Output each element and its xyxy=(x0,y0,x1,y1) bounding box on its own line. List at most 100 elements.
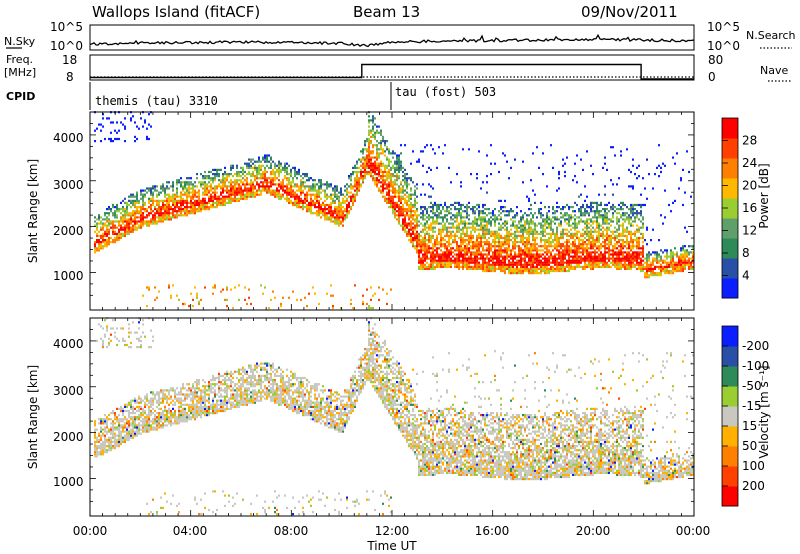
echo-cell xyxy=(346,203,348,207)
echo-cell xyxy=(256,168,258,171)
echo-cell xyxy=(252,185,254,188)
echo-cell xyxy=(122,222,124,225)
echo-cell xyxy=(530,272,532,275)
echo-cell xyxy=(192,191,194,194)
echo-cell xyxy=(636,247,638,250)
echo-cell xyxy=(294,203,296,207)
echo-cell xyxy=(198,206,200,209)
echo-cell xyxy=(486,220,488,223)
echo-cell xyxy=(528,208,530,211)
echo-cell xyxy=(362,152,364,155)
echo-cell xyxy=(298,173,300,176)
echo-cell xyxy=(612,206,614,209)
echo-cell xyxy=(408,228,410,231)
echo-cell xyxy=(452,218,454,221)
echo-cell xyxy=(618,226,620,229)
echo-cell xyxy=(532,263,534,266)
echo-cell xyxy=(514,261,516,264)
echo-cell xyxy=(628,253,630,256)
echo-cell xyxy=(110,208,112,211)
echo-cell xyxy=(442,218,444,221)
echo-cell xyxy=(622,214,624,217)
echo-cell xyxy=(566,245,568,248)
echo-cell xyxy=(230,183,232,186)
echo-cell xyxy=(204,206,206,209)
echo-cell xyxy=(252,175,254,178)
echo-cell xyxy=(328,185,330,188)
echo-cell xyxy=(584,259,586,262)
echo-cell xyxy=(134,135,136,138)
echo-cell xyxy=(604,162,606,165)
echo-cell xyxy=(480,220,482,223)
echo-cell xyxy=(486,228,488,231)
echo-cell xyxy=(502,265,504,268)
echo-cell xyxy=(122,214,124,217)
echo-cell xyxy=(388,199,390,202)
echo-cell xyxy=(608,259,610,262)
echo-cell xyxy=(556,226,558,229)
echo-cell xyxy=(444,226,446,229)
echo-cell xyxy=(240,179,242,182)
echo-cell xyxy=(172,201,174,204)
echo-cell xyxy=(560,208,562,211)
echo-cell xyxy=(438,203,440,207)
echo-cell xyxy=(98,243,100,246)
echo-cell xyxy=(152,220,154,223)
echo-cell xyxy=(250,189,252,192)
echo-cell xyxy=(550,265,552,268)
echo-cell xyxy=(440,210,442,213)
echo-cell xyxy=(482,249,484,252)
echo-cell xyxy=(564,269,566,273)
echo-cell xyxy=(622,247,624,250)
echo-cell xyxy=(176,195,178,198)
echo-cell xyxy=(286,179,288,182)
echo-cell xyxy=(594,245,596,248)
echo-cell xyxy=(566,212,568,215)
echo-cell xyxy=(454,265,456,268)
echo-cell xyxy=(354,197,356,200)
echo-cell xyxy=(562,214,564,217)
echo-cell xyxy=(164,191,166,194)
echo-cell xyxy=(124,220,126,223)
echo-cell xyxy=(442,152,444,155)
echo-cell xyxy=(298,185,300,188)
echo-cell xyxy=(376,131,378,134)
echo-cell xyxy=(412,243,414,246)
echo-cell xyxy=(624,255,626,258)
echo-cell xyxy=(108,208,110,211)
echo-cell xyxy=(426,243,428,246)
echo-cell xyxy=(630,267,632,270)
echo-cell xyxy=(560,251,562,254)
echo-cell xyxy=(338,218,340,221)
echo-cell xyxy=(476,228,478,231)
echo-cell xyxy=(614,210,616,213)
station-title: Wallops Island (fitACF) xyxy=(92,3,260,21)
echo-cell xyxy=(530,230,532,233)
echo-cell xyxy=(512,263,514,266)
echo-cell xyxy=(124,127,126,130)
echo-cell xyxy=(524,251,526,254)
echo-cell xyxy=(634,259,636,262)
echo-cell xyxy=(302,181,304,184)
echo-cell xyxy=(196,203,198,207)
echo-cell xyxy=(622,226,624,229)
echo-cell xyxy=(464,265,466,268)
echo-cell xyxy=(486,181,488,184)
echo-cell xyxy=(426,265,428,268)
echo-cell xyxy=(316,189,318,192)
echo-cell xyxy=(546,232,548,235)
echo-cell xyxy=(596,210,598,213)
echo-cell xyxy=(608,236,610,240)
echo-cell xyxy=(384,150,386,153)
echo-cell xyxy=(450,226,452,229)
echo-cell xyxy=(520,230,522,233)
echo-cell xyxy=(486,208,488,211)
echo-cell xyxy=(508,259,510,262)
echo-cell xyxy=(614,253,616,256)
echo-cell xyxy=(546,257,548,260)
echo-cell xyxy=(392,203,394,207)
echo-cell xyxy=(168,214,170,217)
echo-cell xyxy=(502,259,504,262)
echo-cell xyxy=(226,191,228,194)
echo-cell xyxy=(198,203,200,207)
